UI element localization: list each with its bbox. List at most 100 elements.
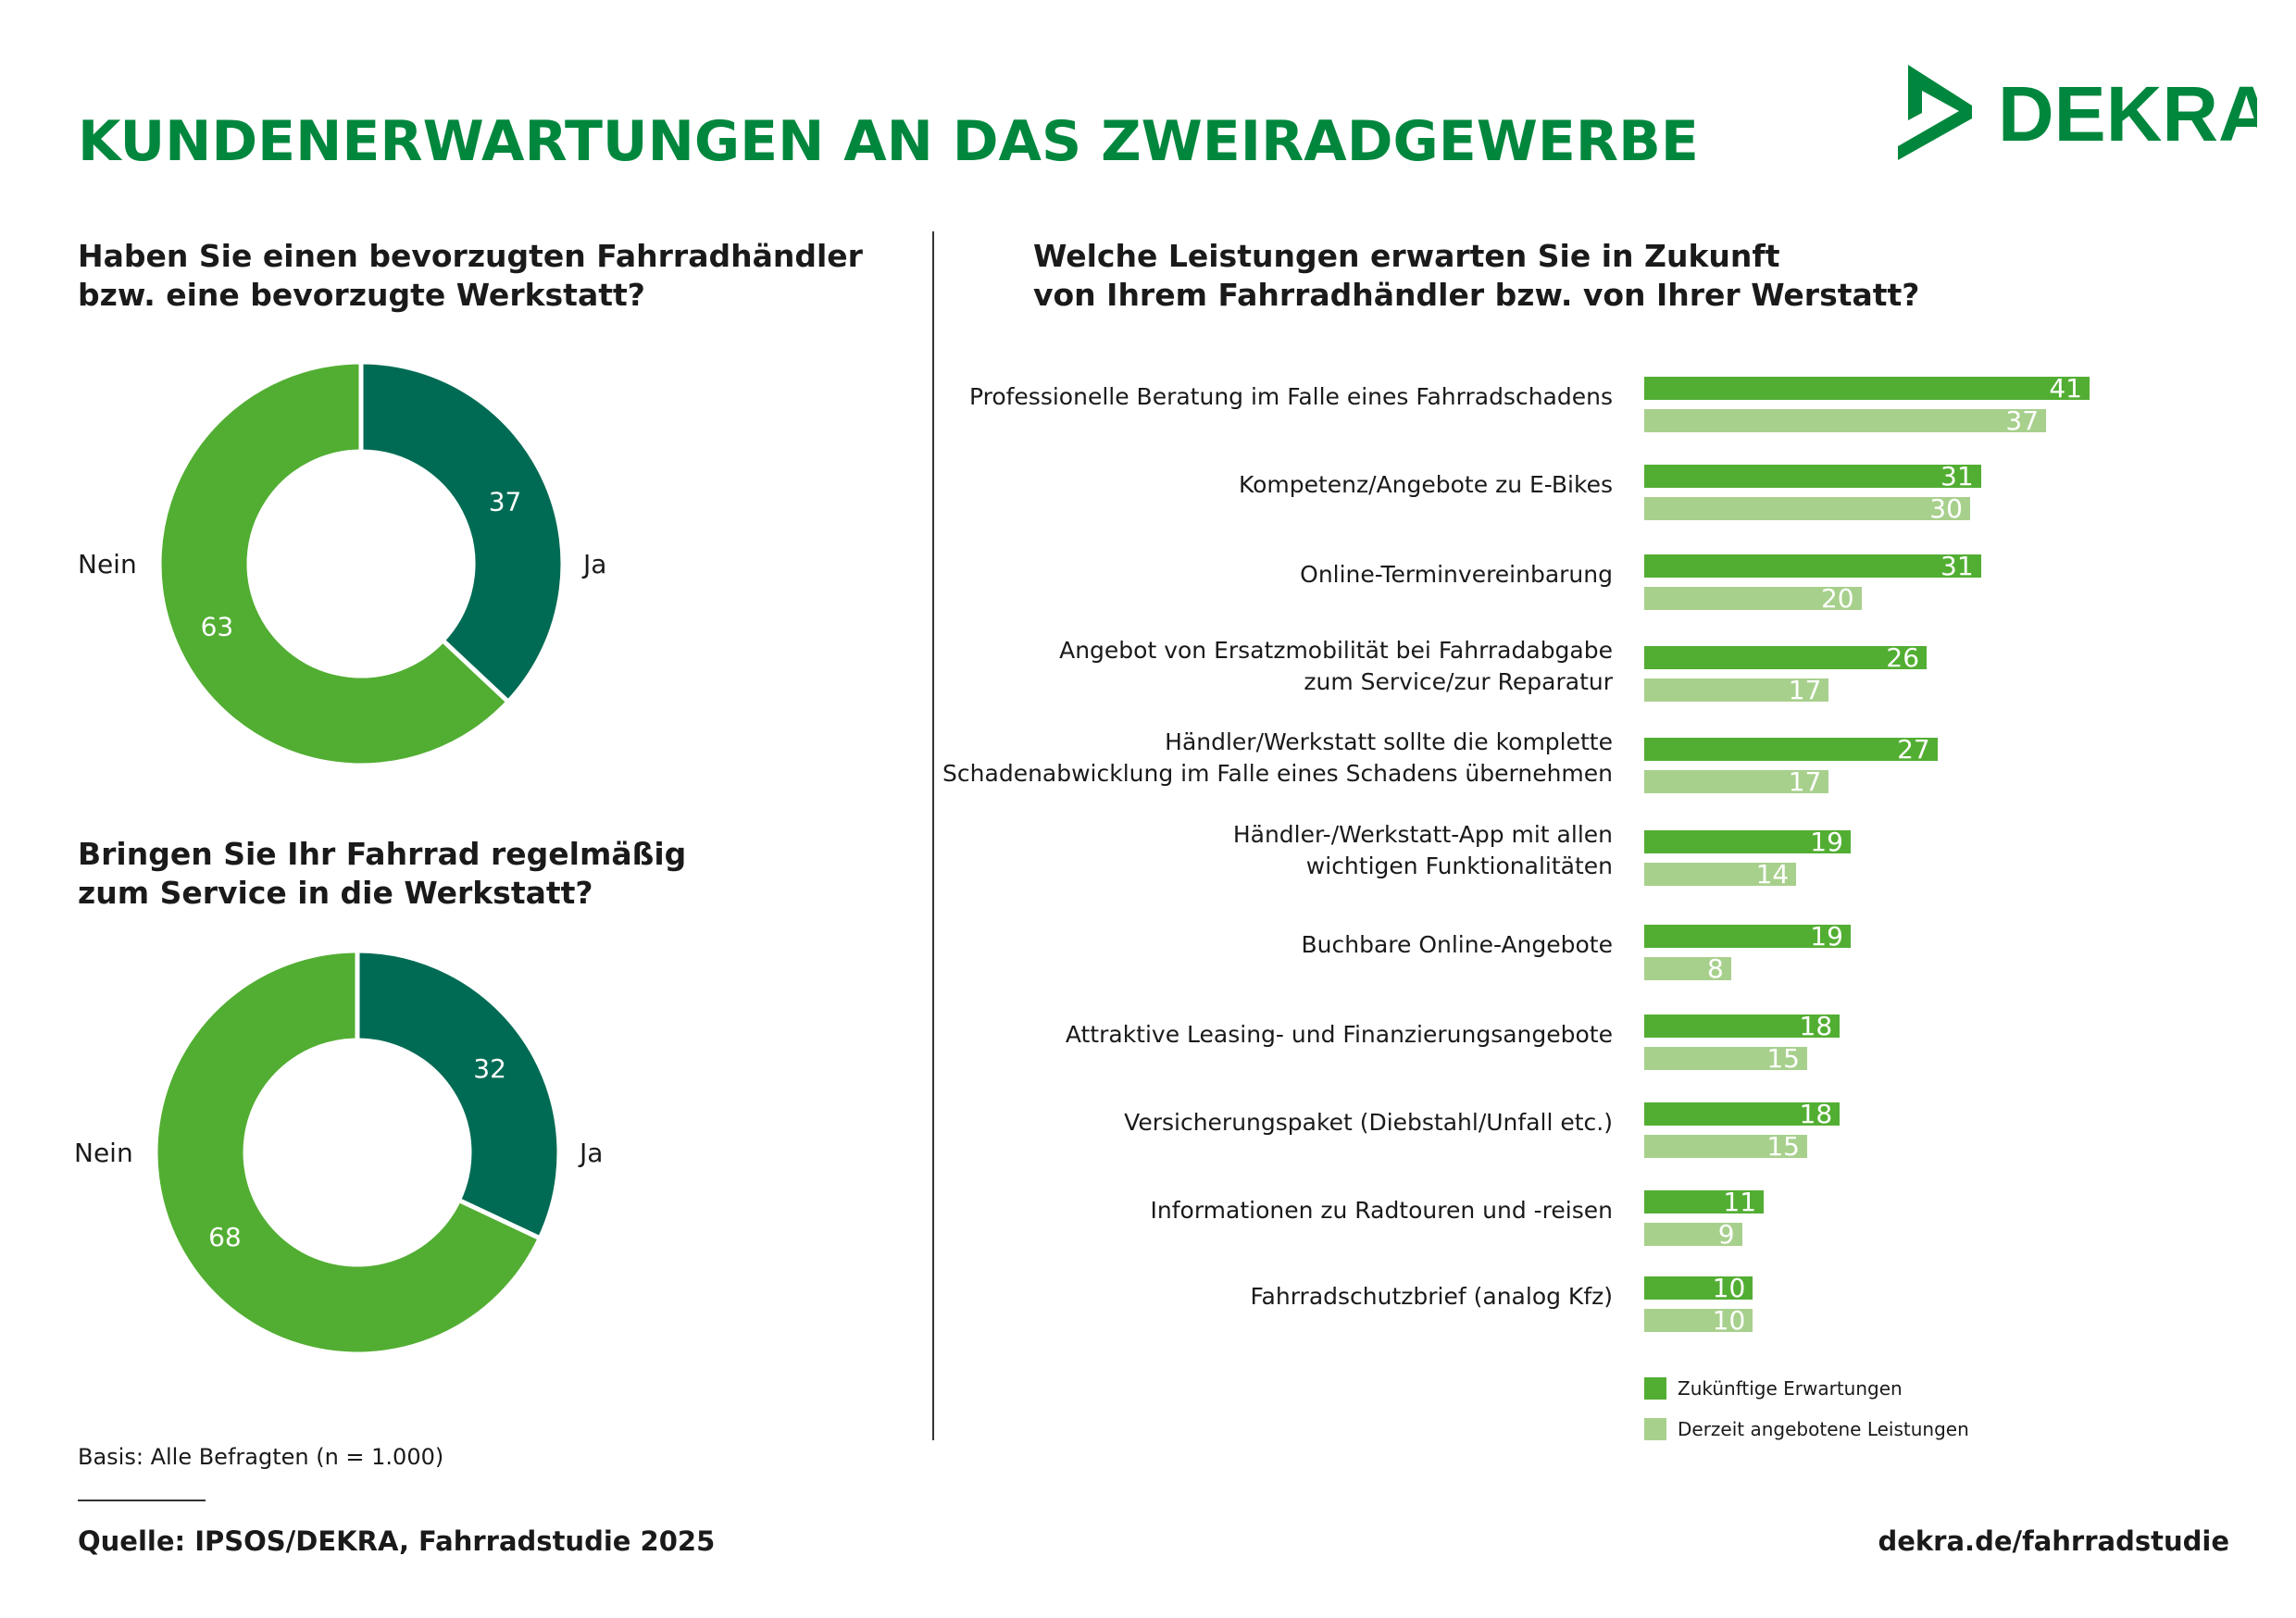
bar-future: 19 [1644, 827, 1851, 857]
bar-future: 18 [1644, 1011, 1841, 1041]
bar-value-label: 19 [1810, 921, 1843, 952]
bar-value-label: 10 [1712, 1273, 1746, 1303]
bar-title-line: Welche Leistungen erwarten Sie in Zukunf… [1033, 238, 1780, 274]
category-label: Angebot von Ersatzmobilität bei Fahrrada… [687, 635, 1613, 698]
bar-future: 10 [1644, 1273, 1753, 1303]
dekra-logo-icon: DEKRA [1898, 65, 2275, 160]
bar-value-label: 14 [1755, 859, 1790, 890]
bar-value-label: 8 [1707, 953, 1724, 984]
category-label-line: Attraktive Leasing- und Finanzierungsang… [1065, 1021, 1613, 1048]
category-label-line: Händler-/Werkstatt-App mit allen [1232, 821, 1613, 848]
donut-label-nein: Nein [78, 549, 137, 579]
legend-item-future: Zukünftige Erwartungen [1644, 1377, 1903, 1400]
donut-value-label: 37 [489, 487, 522, 517]
category-label: Fahrradschutzbrief (analog Kfz) [687, 1281, 1613, 1313]
bar-current: 14 [1644, 859, 1797, 890]
bar-value-label: 37 [2005, 405, 2040, 436]
bar-current: 37 [1644, 405, 2047, 436]
category-label: Buchbare Online-Angebote [687, 929, 1614, 961]
bar-current: 20 [1644, 583, 1862, 614]
category-label: Informationen zu Radtouren und -reisen [687, 1195, 1614, 1226]
legend-label: Zukünftige Erwartungen [1678, 1377, 1903, 1400]
bar-future: 31 [1644, 461, 1981, 492]
category-label-line: zum Service/zur Reparatur [1304, 668, 1613, 695]
bar-future: 27 [1644, 734, 1938, 765]
bar-value-label: 17 [1788, 766, 1822, 797]
category-label: Online-Terminvereinbarung [687, 559, 1613, 591]
bar-future: 41 [1644, 373, 2090, 404]
bar-future: 26 [1644, 642, 1928, 673]
category-label-line: Buchbare Online-Angebote [1301, 931, 1614, 958]
bar-value-label: 30 [1929, 493, 1963, 524]
bar-value-label: 15 [1766, 1043, 1800, 1074]
footnote-rule [78, 1500, 206, 1501]
bar-value-label: 41 [2049, 373, 2082, 404]
legend-label: Derzeit angebotene Leistungen [1678, 1418, 1969, 1440]
bar-future: 31 [1644, 551, 1981, 581]
category-label-line: wichtigen Funktionalitäten [1305, 853, 1613, 879]
legend-swatch [1644, 1418, 1666, 1440]
bar-current: 17 [1644, 766, 1829, 797]
bar-value-label: 31 [1940, 461, 1974, 492]
bar-current: 30 [1644, 493, 1970, 524]
category-label-line: Schadenabwicklung im Falle eines Schaden… [942, 760, 1613, 787]
category-label-line: Online-Terminvereinbarung [1300, 561, 1613, 588]
bar-current: 10 [1644, 1305, 1753, 1336]
donut1-title-line: bzw. eine bevorzugte Werkstatt? [78, 277, 645, 313]
bar-current: 8 [1644, 953, 1731, 984]
bar-value-label: 15 [1766, 1131, 1800, 1162]
bar-value-label: 18 [1799, 1011, 1833, 1041]
bar-value-label: 31 [1940, 551, 1974, 581]
category-label-line: Fahrradschutzbrief (analog Kfz) [1250, 1283, 1613, 1310]
legend-swatch [1644, 1377, 1666, 1400]
donut2-title-line: Bringen Sie Ihr Fahrrad regelmäßig [78, 836, 687, 872]
category-label: Händler-/Werkstatt-App mit allen wichtige… [687, 819, 1613, 882]
bar-current: 15 [1644, 1131, 1807, 1162]
bar-current: 17 [1644, 675, 1829, 705]
donut-charts: 37 63 Ja Nein 32 68 Ja Nein [74, 359, 606, 1357]
website-link[interactable]: dekra.de/fahrradstudie [1878, 1525, 2229, 1557]
donut-label-ja: Ja [578, 1138, 603, 1168]
source-note: Quelle: IPSOS/DEKRA, Fahrradstudie 2025 [78, 1525, 716, 1557]
category-label-line: Versicherungspaket (Diebstahl/Unfall etc… [1124, 1109, 1613, 1136]
bar-value-label: 10 [1712, 1305, 1746, 1336]
bar-chart-title: Welche Leistungen erwarten Sie in Zukunf… [1033, 237, 1919, 315]
donut-value-label: 63 [201, 611, 234, 641]
category-label-line: Informationen zu Radtouren und -reisen [1150, 1197, 1614, 1224]
donut-value-label: 32 [473, 1053, 506, 1084]
category-label: Kompetenz/Angebote zu E-Bikes [687, 469, 1613, 501]
category-label-line: Angebot von Ersatzmobilität bei Fahrrada… [1059, 637, 1613, 664]
donut-slice-nein [156, 359, 512, 768]
page-title: KUNDENERWARTUNGEN AN DAS ZWEIRADGEWERBE [78, 109, 1699, 174]
bar-future: 18 [1644, 1099, 1841, 1129]
category-label-line: Professionelle Beratung im Falle eines F… [968, 383, 1613, 410]
bar-future: 19 [1644, 921, 1851, 952]
donut-slice-nein [153, 948, 543, 1357]
category-label: Professionelle Beratung im Falle eines F… [687, 381, 1613, 413]
dekra-logo: DEKRA [1896, 63, 2275, 168]
donut-slice-ja [355, 948, 562, 1242]
bar-future: 11 [1644, 1187, 1765, 1217]
category-label-line: Händler/Werkstatt sollte die komplette [1165, 728, 1613, 755]
svg-text:DEKRA: DEKRA [1998, 70, 2257, 157]
donut-label-ja: Ja [581, 549, 606, 579]
category-label: Attraktive Leasing- und Finanzierungsang… [687, 1019, 1613, 1051]
donut1-title: Haben Sie einen bevorzugten Fahrradhändl… [78, 237, 863, 315]
bar-current: 9 [1644, 1219, 1742, 1250]
bar-title-line: von Ihrem Fahrradhändler bzw. von Ihrer … [1033, 277, 1920, 313]
basis-note: Basis: Alle Befragten (n = 1.000) [78, 1444, 444, 1470]
bar-value-label: 26 [1886, 642, 1920, 673]
donut-slice-ja [358, 359, 566, 705]
divider [932, 231, 934, 1440]
category-label-line: Kompetenz/Angebote zu E-Bikes [1238, 471, 1613, 498]
bar-current: 15 [1644, 1043, 1807, 1074]
legend-item-current: Derzeit angebotene Leistungen [1644, 1418, 1969, 1440]
bar-value-label: 20 [1820, 583, 1854, 614]
category-label: Versicherungspaket (Diebstahl/Unfall etc… [687, 1107, 1613, 1139]
bar-value-label: 18 [1799, 1099, 1833, 1129]
donut-value-label: 68 [208, 1222, 242, 1252]
donut1-title-line: Haben Sie einen bevorzugten Fahrradhändl… [78, 238, 863, 274]
bar-value-label: 27 [1897, 734, 1930, 765]
bar-value-label: 11 [1723, 1187, 1757, 1217]
